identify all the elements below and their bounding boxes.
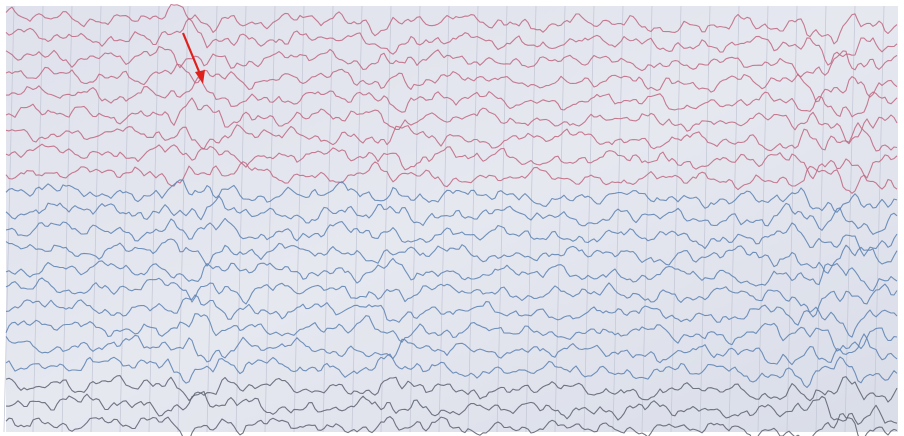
- eeg-photo: [0, 0, 904, 436]
- page: {} (() => { const data = JSON.parse(docu…: [0, 0, 904, 436]
- paper: [6, 6, 898, 432]
